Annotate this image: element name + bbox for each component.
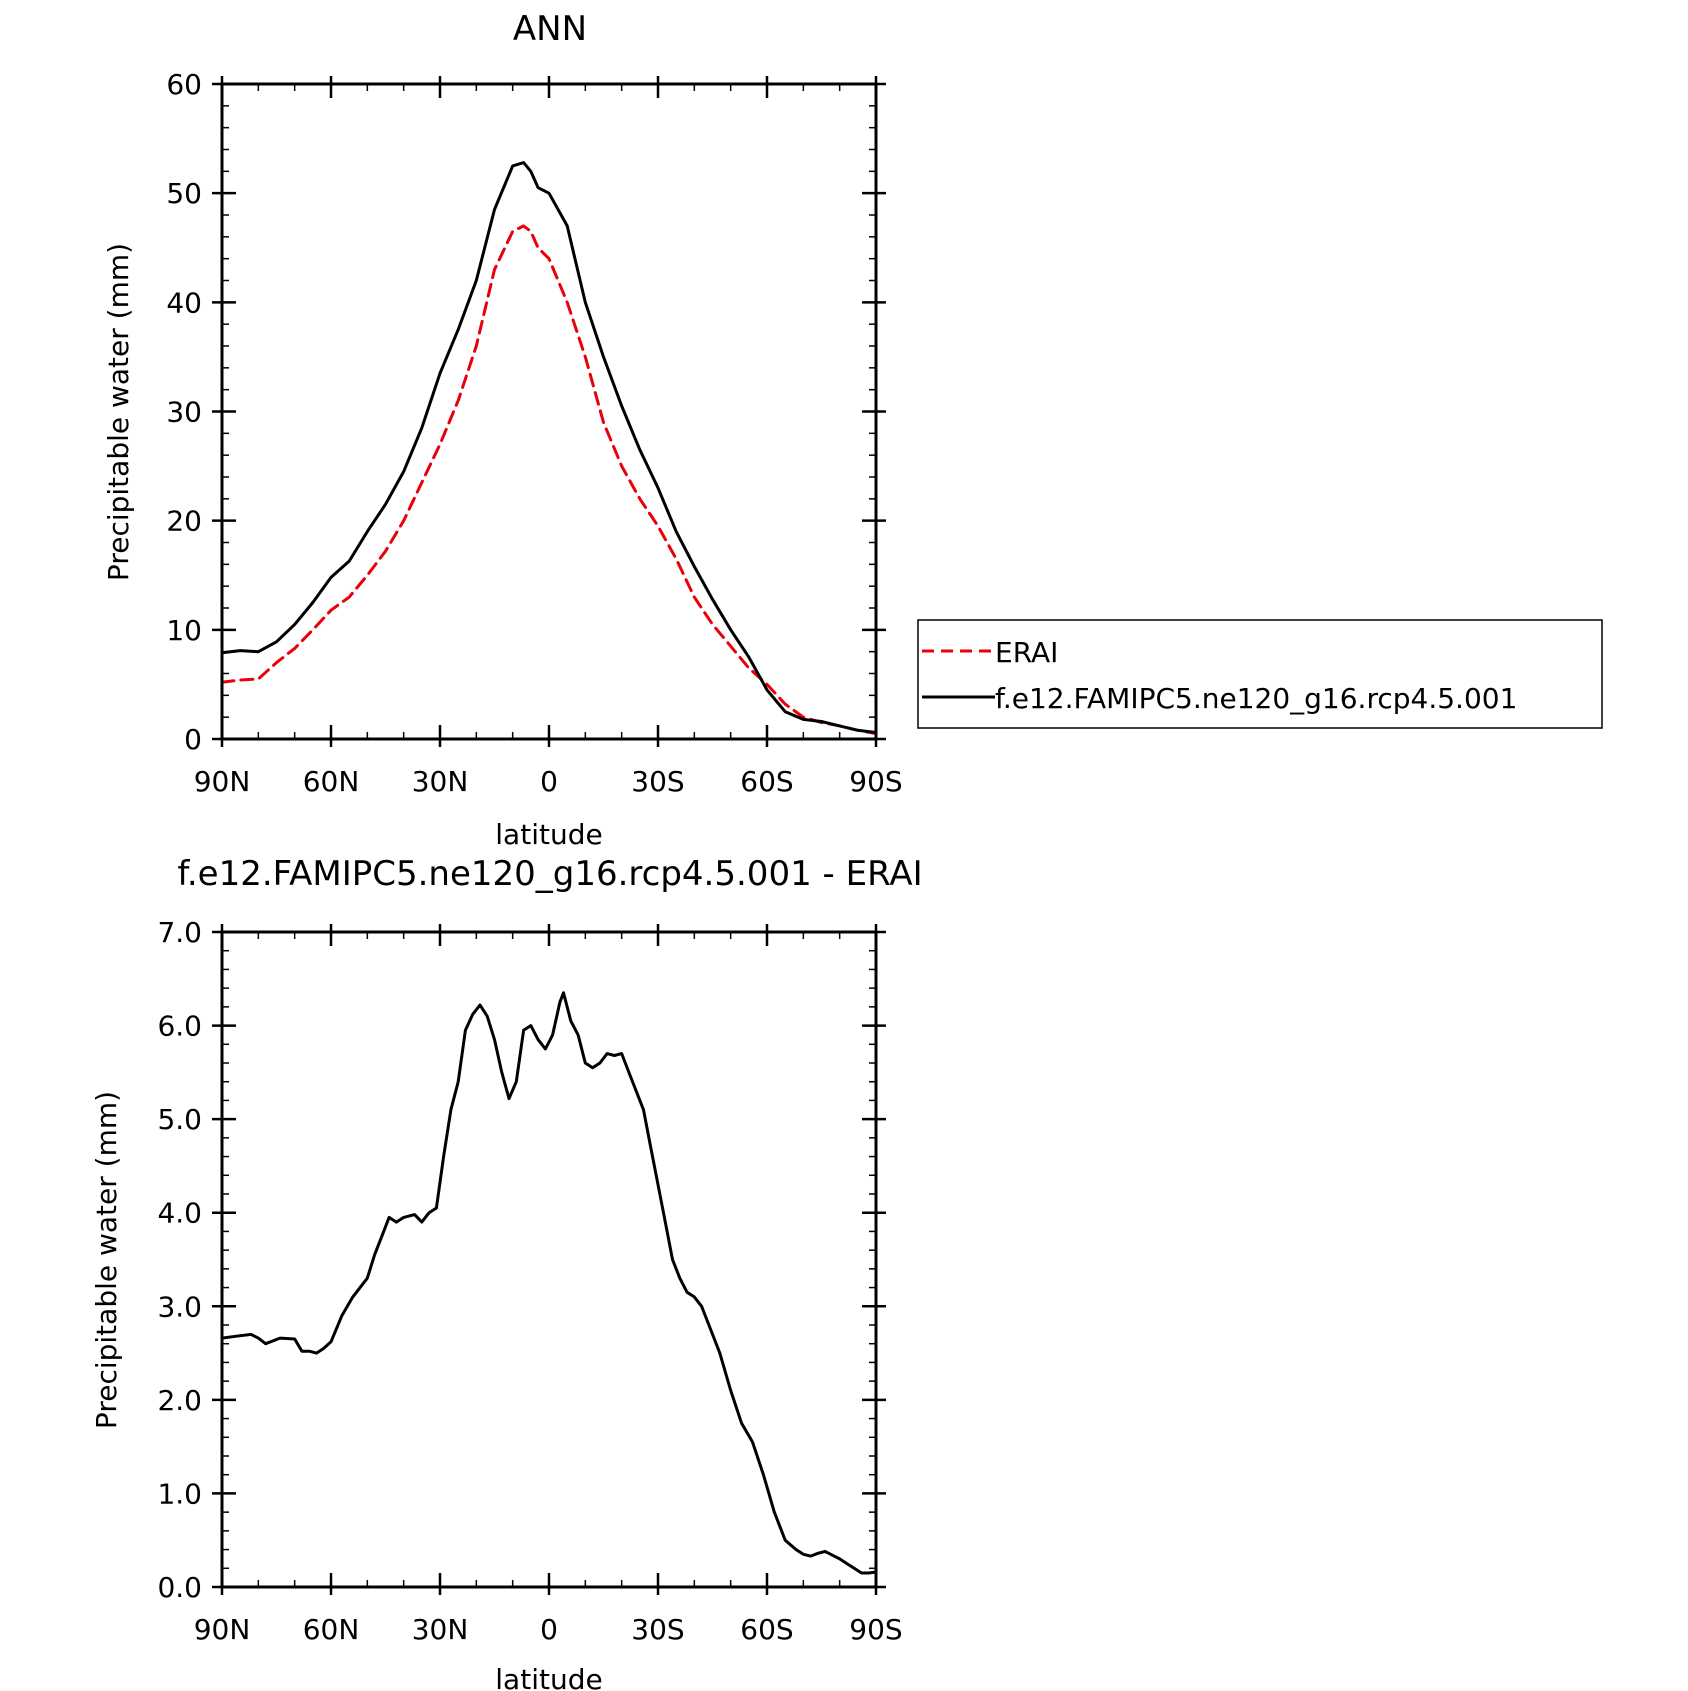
x-tick-label: 60N bbox=[303, 765, 360, 798]
chart-title: ANN bbox=[513, 9, 587, 49]
legend-box bbox=[917, 619, 1603, 729]
series-line-1 bbox=[220, 161, 878, 734]
difference-panel: f.e12.FAMIPC5.ne120_g16.rcp4.5.001 - ERA… bbox=[90, 854, 923, 1691]
series-line-0 bbox=[220, 991, 878, 1575]
x-tick-label: 30S bbox=[631, 765, 684, 798]
y-tick-label: 6.0 bbox=[157, 1010, 202, 1043]
y-axis-label: Precipitable water (mm) bbox=[102, 243, 135, 581]
x-tick-label: 30S bbox=[631, 1613, 684, 1646]
y-tick-label: 3.0 bbox=[157, 1290, 202, 1323]
plot-frame bbox=[220, 930, 878, 1589]
series-layer bbox=[220, 991, 878, 1575]
x-axis-label: latitude bbox=[495, 818, 602, 851]
x-tick-label: 60N bbox=[303, 1613, 360, 1646]
tick-layer: 90N 60N 30N 0 30S 60S 90S 0 10 20 30 40 50 60 bbox=[166, 68, 902, 798]
x-tick-label: 60S bbox=[740, 1613, 793, 1646]
y-tick-label: 7.0 bbox=[157, 916, 202, 949]
x-tick-label: 0 bbox=[540, 765, 558, 798]
y-tick-label: 5.0 bbox=[157, 1103, 202, 1136]
tick-layer: 90N 60N 30N 0 30S 60S 90S 0.0 1.0 2.0 3.0 4.0 5.0 6.0… bbox=[157, 916, 902, 1646]
y-tick-label: 2.0 bbox=[157, 1384, 202, 1417]
x-axis-label: latitude bbox=[495, 1663, 602, 1691]
legend-label-model: f.e12.FAMIPC5.ne120_g16.rcp4.5.001 bbox=[995, 682, 1517, 715]
x-tick-label: 30N bbox=[412, 765, 469, 798]
x-tick-label: 90N bbox=[194, 1613, 251, 1646]
y-tick-label: 1.0 bbox=[157, 1477, 202, 1510]
series-line-0 bbox=[220, 224, 878, 735]
y-tick-label: 4.0 bbox=[157, 1197, 202, 1230]
chart-title: f.e12.FAMIPC5.ne120_g16.rcp4.5.001 - ERA… bbox=[177, 854, 922, 894]
y-tick-label: 50 bbox=[166, 177, 202, 210]
y-tick-label: 60 bbox=[166, 68, 202, 101]
x-tick-label: 90S bbox=[849, 765, 902, 798]
y-tick-label: 20 bbox=[166, 505, 202, 538]
series-layer bbox=[220, 161, 878, 735]
y-tick-label: 30 bbox=[166, 396, 202, 429]
annual-precip-water-panel: ANN 90N 60N 30N 0 30S 60S 90S 0 10 20 30 40 50 60 lat… bbox=[102, 9, 1603, 851]
y-tick-label: 0 bbox=[184, 723, 202, 756]
plot-frame bbox=[220, 82, 878, 741]
legend: ERAI f.e12.FAMIPC5.ne120_g16.rcp4.5.001 bbox=[917, 619, 1603, 729]
x-tick-label: 30N bbox=[412, 1613, 469, 1646]
y-tick-label: 0.0 bbox=[157, 1571, 202, 1604]
x-tick-label: 90N bbox=[194, 765, 251, 798]
x-tick-label: 60S bbox=[740, 765, 793, 798]
y-tick-label: 10 bbox=[166, 614, 202, 647]
y-axis-label: Precipitable water (mm) bbox=[90, 1091, 123, 1429]
x-tick-label: 0 bbox=[540, 1613, 558, 1646]
x-tick-label: 90S bbox=[849, 1613, 902, 1646]
legend-label-erai: ERAI bbox=[995, 636, 1058, 669]
y-tick-label: 40 bbox=[166, 286, 202, 319]
